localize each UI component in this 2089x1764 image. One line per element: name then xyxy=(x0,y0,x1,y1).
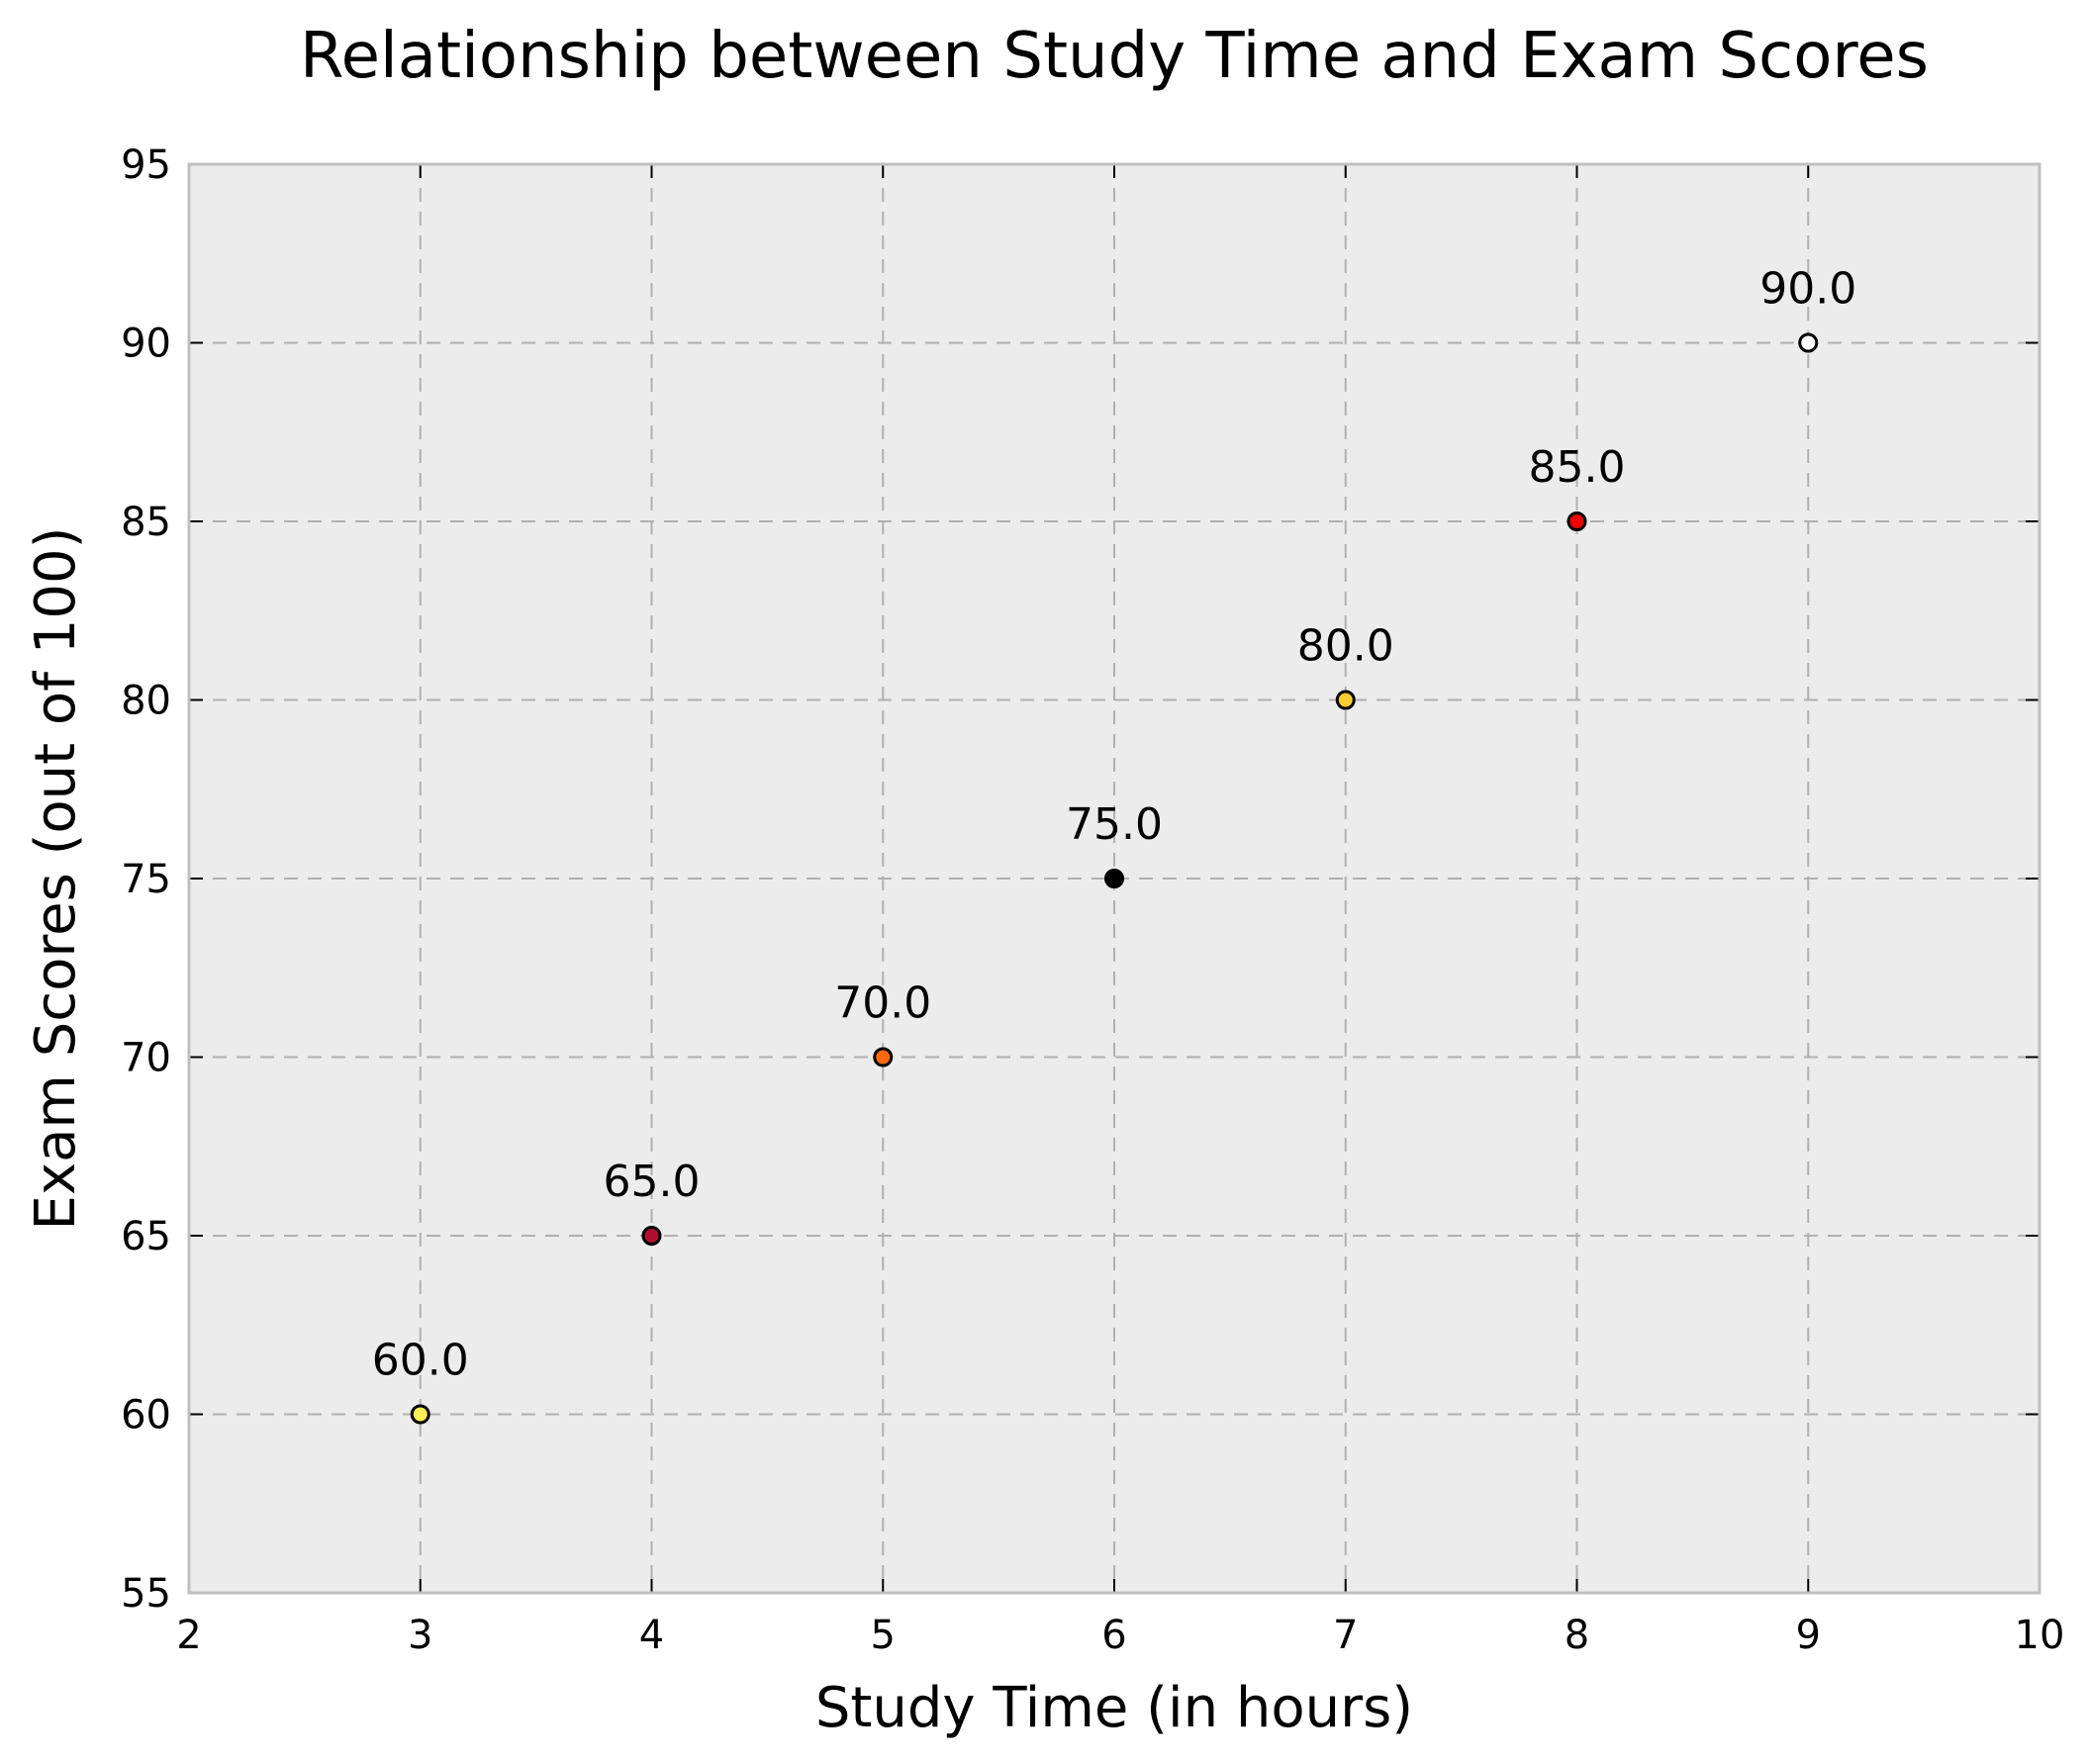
y-tick-label: 85 xyxy=(121,500,171,545)
scatter-point xyxy=(410,1404,430,1425)
y-tick-label: 55 xyxy=(121,1571,171,1617)
data-label: 65.0 xyxy=(604,1157,701,1207)
data-label: 85.0 xyxy=(1529,442,1626,493)
chart-title: Relationship between Study Time and Exam… xyxy=(300,20,1929,93)
scatter-point xyxy=(1335,690,1356,710)
x-tick-label: 6 xyxy=(1101,1613,1126,1658)
data-label: 70.0 xyxy=(834,978,931,1029)
scatter-point xyxy=(641,1226,662,1246)
y-tick-label: 65 xyxy=(121,1214,171,1259)
x-tick-label: 2 xyxy=(176,1613,201,1658)
data-label: 75.0 xyxy=(1066,799,1163,850)
x-tick-label: 9 xyxy=(1796,1613,1821,1658)
x-tick-label: 7 xyxy=(1333,1613,1358,1658)
data-label: 90.0 xyxy=(1759,264,1856,315)
x-tick-label: 4 xyxy=(639,1613,664,1658)
y-tick-label: 90 xyxy=(121,322,171,367)
x-tick-label: 5 xyxy=(871,1613,896,1658)
plot-frame xyxy=(187,162,2042,1595)
scatter-point xyxy=(1798,332,1819,353)
x-tick-label: 10 xyxy=(2015,1613,2065,1658)
y-tick-label: 80 xyxy=(121,679,171,724)
data-points xyxy=(410,332,1819,1425)
x-tick-label: 3 xyxy=(408,1613,432,1658)
x-axis-label: Study Time (in hours) xyxy=(815,1676,1413,1740)
data-label: 80.0 xyxy=(1297,621,1394,672)
y-tick-label: 75 xyxy=(121,857,171,902)
y-axis-label: Exam Scores (out of 100) xyxy=(24,527,88,1231)
tick-labels: 2 3 4 5 6 7 8 9 10 55 60 65 70 75 80 85 90 95 xyxy=(121,142,2064,1658)
grid-lines xyxy=(189,164,2040,1593)
scatter-point xyxy=(1567,511,1587,531)
data-labels: 60.0 65.0 70.0 75.0 80.0 85.0 90.0 xyxy=(372,264,1856,1386)
scatter-point xyxy=(873,1047,894,1068)
scatter-point xyxy=(1104,869,1124,888)
y-tick-label: 60 xyxy=(121,1393,171,1439)
data-label: 60.0 xyxy=(372,1336,469,1386)
x-tick-label: 8 xyxy=(1565,1613,1589,1658)
y-tick-label: 95 xyxy=(121,142,171,188)
y-tick-label: 70 xyxy=(121,1036,171,1081)
